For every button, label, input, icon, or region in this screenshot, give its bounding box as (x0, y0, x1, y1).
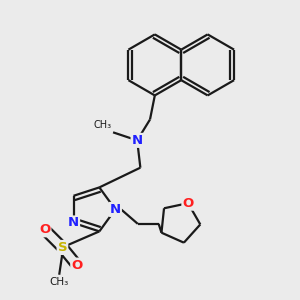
Text: S: S (58, 241, 67, 254)
Text: N: N (68, 217, 79, 230)
Text: O: O (182, 197, 194, 210)
Text: O: O (39, 223, 50, 236)
Text: N: N (110, 203, 121, 216)
Text: O: O (71, 259, 82, 272)
Text: N: N (132, 134, 143, 147)
Text: CH₃: CH₃ (93, 120, 112, 130)
Text: CH₃: CH₃ (50, 277, 69, 287)
